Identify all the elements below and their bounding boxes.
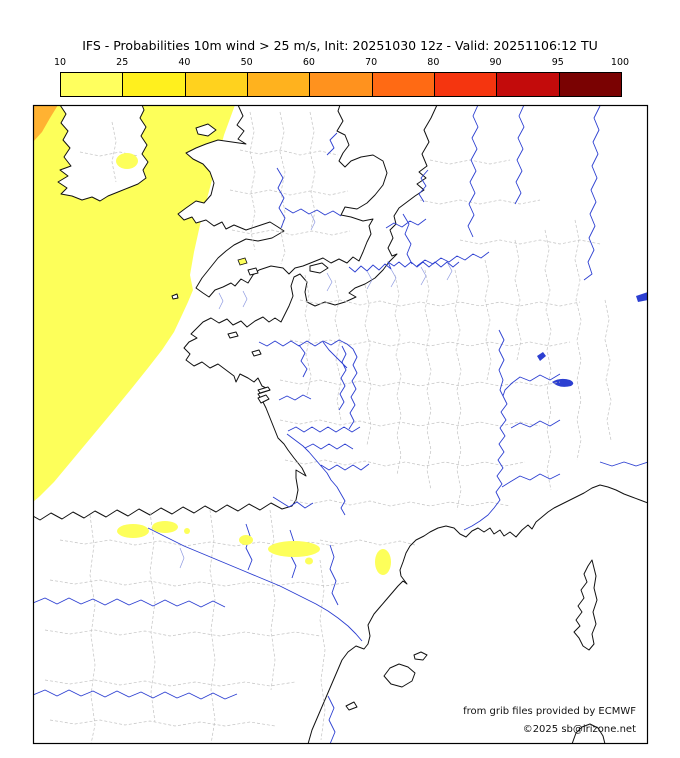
colorbar-tick-label: 60 — [302, 57, 315, 68]
admin-boundaries-britain-ireland — [79, 111, 351, 265]
coastline-ireland — [57, 105, 149, 202]
admin-boundaries-france — [279, 159, 612, 546]
colorbar-gradient — [60, 72, 622, 97]
colorbar-tick-label: 95 — [551, 57, 564, 68]
colorbar-segment — [246, 73, 310, 96]
probability-area-corner — [33, 105, 58, 142]
colorbar: 10 25 40 50 60 70 80 90 95 100 — [54, 57, 629, 99]
admin-boundaries-layer — [44, 111, 612, 744]
coastline-islands — [171, 123, 606, 744]
rivers-layer — [33, 105, 648, 744]
probability-blob-roussillon — [375, 549, 391, 575]
map-border — [32, 104, 649, 745]
coastline-corsica — [573, 559, 598, 651]
colorbar-tick-labels: 10 25 40 50 60 70 80 90 95 100 — [54, 57, 629, 69]
colorbar-tick-label: 40 — [178, 57, 191, 68]
colorbar-segment — [61, 73, 123, 96]
probability-blob-pyrenees-3 — [305, 557, 313, 565]
colorbar-segment — [122, 73, 185, 96]
admin-boundaries-spain — [44, 509, 351, 744]
colorbar-segment — [371, 73, 434, 96]
colorbar-segment — [309, 73, 372, 96]
coastline-jersey — [247, 267, 259, 276]
probability-blob-cantabria-1 — [117, 524, 149, 538]
rivers-major — [33, 105, 648, 744]
probability-area-atlantic — [33, 105, 235, 502]
colorbar-tick-label: 90 — [489, 57, 502, 68]
colorbar-segment — [558, 73, 621, 96]
colorbar-segment — [433, 73, 497, 96]
colorbar-segment — [496, 73, 559, 96]
colorbar-tick-label: 25 — [116, 57, 129, 68]
probability-blob-cantabria-2 — [152, 521, 178, 533]
colorbar-tick-label: 100 — [610, 57, 630, 68]
colorbar-segment — [184, 73, 247, 96]
colorbar-tick-label: 50 — [240, 57, 253, 68]
rivers-minor — [179, 213, 453, 569]
coastline-guernsey — [237, 257, 248, 266]
probability-blob-pyrenees-2 — [268, 541, 320, 557]
credit-ecmwf: from grib files provided by ECMWF — [463, 706, 636, 717]
map-title: IFS - Probabilities 10m wind > 25 m/s, I… — [82, 38, 598, 53]
probability-blob-pyrenees-1 — [239, 535, 253, 545]
probability-land-layer — [116, 153, 391, 575]
coastline-continent — [33, 105, 648, 744]
credit-copyright: ©2025 sb@irizone.net — [522, 724, 636, 735]
colorbar-tick-label: 70 — [365, 57, 378, 68]
colorbar-tick-label: 80 — [427, 57, 440, 68]
probability-blob-cantabria-3 — [184, 528, 190, 534]
probability-blob-ireland — [116, 153, 138, 169]
colorbar-tick-label: 10 — [53, 57, 67, 68]
